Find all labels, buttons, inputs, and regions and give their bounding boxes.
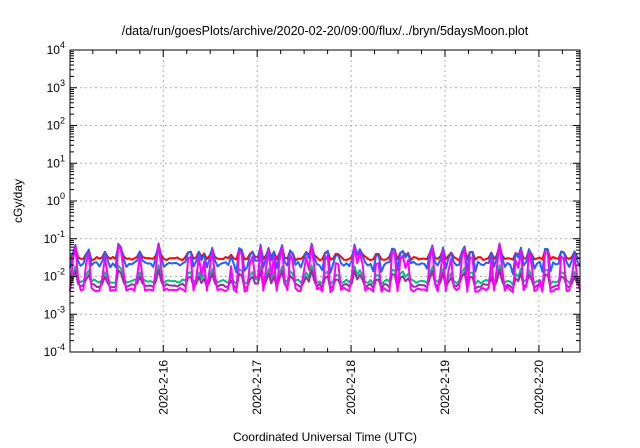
- y-tick-label: 102: [47, 116, 65, 133]
- series-line: [69, 243, 581, 294]
- x-tick-label: 2020-2-18: [344, 360, 358, 415]
- x-axis-label: Coordinated Universal Time (UTC): [233, 430, 417, 444]
- y-tick-label: 10-1: [44, 229, 65, 246]
- grid-lines: [70, 50, 580, 352]
- y-tick-label: 103: [47, 78, 65, 95]
- y-tick-label: 101: [47, 153, 65, 170]
- x-tick-label: 2020-2-19: [438, 360, 452, 415]
- x-tick-label: 2020-2-16: [156, 360, 170, 415]
- y-tick-labels: 10-4 10-3 10-2 10-1 100 101 102 103 104: [44, 40, 65, 359]
- axis-ticks: [70, 49, 580, 353]
- y-tick-label: 100: [47, 191, 65, 208]
- x-tick-label: 2020-2-20: [532, 360, 546, 415]
- y-tick-label: 10-2: [44, 267, 65, 284]
- chart-title: /data/run/goesPlots/archive/2020-02-20/0…: [122, 24, 529, 38]
- x-tick-labels: 2020-2-16 2020-2-17 2020-2-18 2020-2-19 2020…: [156, 360, 546, 415]
- y-tick-label: 10-4: [44, 342, 65, 359]
- x-tick-label: 2020-2-17: [250, 360, 264, 415]
- y-tick-label: 104: [47, 40, 65, 57]
- data-series: [69, 242, 581, 294]
- series-line: [69, 242, 581, 275]
- y-tick-label: 10-3: [44, 304, 65, 321]
- y-axis-label: cGy/day: [11, 179, 25, 223]
